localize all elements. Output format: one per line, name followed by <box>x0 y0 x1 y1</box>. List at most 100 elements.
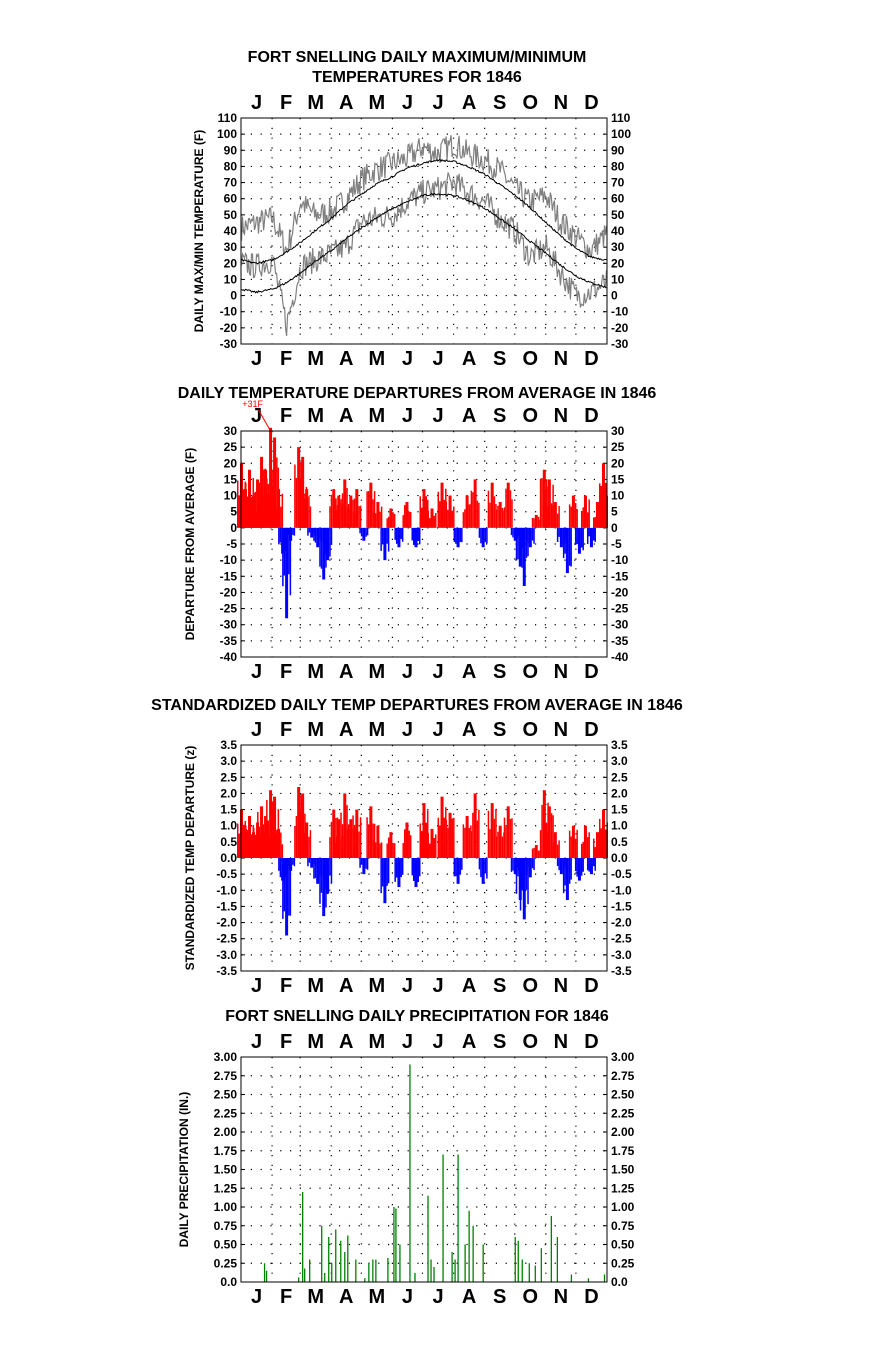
departure-bar-fill <box>367 491 370 528</box>
departure-bar-fill <box>556 513 559 528</box>
departure-bar-fill <box>511 818 513 858</box>
departure-bar-fill <box>340 503 342 528</box>
y-tick-label-right: 1.00 <box>611 1200 635 1214</box>
month-label-bottom: M <box>307 661 324 683</box>
month-label-top: A <box>462 405 476 427</box>
departure-bar-fill <box>380 506 383 528</box>
departure-bar <box>559 858 563 875</box>
departure-bar <box>264 469 268 528</box>
departure-bar-fill <box>358 831 360 858</box>
departure-bar-fill <box>541 478 543 528</box>
y-tick-label-right: 0.50 <box>611 1238 635 1252</box>
departure-bar <box>240 463 244 528</box>
departure-bar-fill <box>484 527 487 543</box>
departure-bar <box>601 463 605 528</box>
month-label-bottom: M <box>369 661 386 683</box>
departure-bar-fill <box>387 837 390 858</box>
departure-bar-fill <box>281 493 284 528</box>
month-label-top: O <box>523 1031 539 1053</box>
y-tick-label-left: 30 <box>224 424 238 438</box>
departure-bar-fill <box>243 824 245 858</box>
departure-bar-fill <box>287 527 290 535</box>
departure-bar-fill <box>515 527 518 561</box>
departure-bar-fill <box>574 503 577 528</box>
departure-bar-fill <box>330 821 333 858</box>
departure-bar <box>362 858 366 875</box>
departure-bar-fill <box>246 497 249 528</box>
chart-title: STANDARDIZED DAILY TEMP DEPARTURES FROM … <box>151 697 683 714</box>
month-label-top: A <box>462 1031 476 1053</box>
departure-bar-fill <box>292 858 294 865</box>
departure-bar-fill <box>495 836 498 858</box>
departure-bar-fill <box>437 817 440 858</box>
chart-title: FORT SNELLING DAILY MAXIMUM/MINIMUM <box>248 49 587 66</box>
y-tick-label-right: -30 <box>611 337 629 351</box>
month-label-top: J <box>402 1031 413 1053</box>
departure-bar <box>310 858 314 868</box>
departure-bar-fill <box>270 819 272 858</box>
y-tick-label-left: -20 <box>220 321 238 335</box>
departure-bar-fill <box>582 507 584 528</box>
y-tick-label-right: 3.00 <box>611 1050 635 1064</box>
departure-bar-fill <box>552 842 554 858</box>
plot-frame <box>240 744 608 972</box>
y-tick-label-left: -40 <box>220 650 238 664</box>
departure-bar <box>240 809 244 858</box>
departure-bar-fill <box>408 511 410 528</box>
departure-bar <box>465 816 469 858</box>
departure-bar-fill <box>417 858 419 883</box>
departure-bar <box>297 447 301 528</box>
departure-bar-fill <box>497 505 499 528</box>
month-label-bottom: F <box>280 975 292 997</box>
departure-bar-fill <box>453 506 455 528</box>
departure-bar-fill <box>289 527 292 596</box>
departure-bar-fill <box>366 817 368 858</box>
departure-bar <box>542 790 546 858</box>
departure-bar-fill <box>421 507 423 528</box>
departure-bar-fill <box>604 829 607 858</box>
departure-bar <box>414 527 418 548</box>
departure-bar-fill <box>395 858 398 878</box>
y-tick-label-right: 60 <box>611 192 625 206</box>
departure-bar-fill <box>241 510 243 528</box>
departure-bar-fill <box>511 499 513 528</box>
month-label-bottom: J <box>251 348 262 370</box>
departure-bar-fill <box>533 518 535 528</box>
y-tick-label-right: -10 <box>611 553 629 567</box>
departure-bar <box>273 796 277 858</box>
departure-bar <box>369 806 373 858</box>
y-tick-label-right: 1.75 <box>611 1144 635 1158</box>
month-label-top: M <box>307 405 324 427</box>
departure-bar-fill <box>586 512 589 528</box>
y-tick-label-right: 100 <box>611 127 631 141</box>
departure-bar <box>430 828 434 858</box>
departure-bar-fill <box>293 527 296 536</box>
departure-bar-fill <box>586 858 589 871</box>
departure-bar-fill <box>412 858 415 881</box>
departure-bar-fill <box>334 842 336 858</box>
departure-bar-fill <box>366 527 369 536</box>
y-tick-label-right: 1.25 <box>611 1181 635 1195</box>
departure-bar-fill <box>294 825 296 858</box>
y-tick-label-right: -3.5 <box>611 964 632 978</box>
month-label-bottom: M <box>307 975 324 997</box>
departure-bar <box>498 825 502 858</box>
departure-bar-fill <box>552 505 554 528</box>
y-tick-label-left: 70 <box>224 176 238 190</box>
month-label-top: J <box>402 92 413 114</box>
y-tick-label-left: -2.0 <box>216 916 237 930</box>
departure-bar-fill <box>282 858 284 919</box>
y-tick-label-right: 2.50 <box>611 1088 635 1102</box>
departure-bar <box>289 858 293 871</box>
month-label-bottom: J <box>432 975 443 997</box>
departure-bar <box>248 469 252 528</box>
departure-bar-fill <box>323 527 325 557</box>
departure-bar <box>595 832 599 858</box>
departure-bar-fill <box>525 858 528 875</box>
departure-bar-fill <box>447 827 449 858</box>
departure-bar-fill <box>421 831 423 858</box>
annotation-leader <box>258 409 272 432</box>
departure-bar-fill <box>271 809 274 858</box>
chart-precip: FORT SNELLING DAILY PRECIPITATION FOR 18… <box>177 1008 635 1308</box>
departure-bar-fill <box>365 527 367 537</box>
